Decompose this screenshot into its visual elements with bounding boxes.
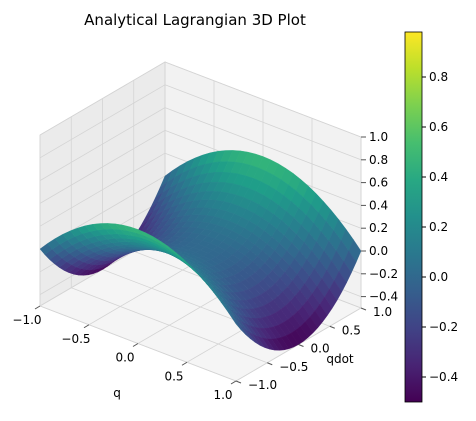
y-tick-mark <box>235 380 242 384</box>
surface-plot <box>39 150 362 351</box>
z-tick-label: 1.0 <box>369 130 388 144</box>
z-tick-label: 0.6 <box>369 176 388 190</box>
colorbar-tick-label: 0.6 <box>429 120 448 134</box>
x-tick-label: 1.0 <box>213 388 232 402</box>
x-axis-label: q <box>113 386 121 400</box>
x-tick-label: 0.5 <box>164 369 183 383</box>
y-tick-label: −0.5 <box>279 360 308 374</box>
colorbar-gradient <box>404 31 423 403</box>
x-tick-mark <box>230 380 237 385</box>
surface-patch <box>228 312 241 330</box>
back-grid-z <box>164 84 362 161</box>
left-grid-z <box>39 84 166 159</box>
left-grid-z <box>39 61 166 136</box>
x-tick-mark <box>34 305 41 310</box>
z-tick-label: −0.2 <box>369 267 398 281</box>
x-tick-mark <box>132 343 139 347</box>
axis-ticks: −1.0−0.50.00.51.0−1.0−0.50.00.51.0−0.4−0… <box>12 130 398 402</box>
colorbar-tick-label: 0.8 <box>429 70 448 84</box>
x-tick-mark <box>181 361 188 366</box>
colorbar-tick-label: 0.2 <box>429 220 448 234</box>
x-tick-label: −0.5 <box>61 332 90 346</box>
z-tick-label: 0.8 <box>369 153 388 167</box>
z-tick-label: −0.4 <box>369 290 398 304</box>
colorbar: −0.4 −0.2 0.0 0.2 0.4 0.6 0.8 <box>404 31 458 403</box>
colorbar-tick-label: −0.2 <box>429 320 458 334</box>
y-tick-mark <box>298 344 304 347</box>
x-tick-label: 0.0 <box>115 351 134 365</box>
colorbar-tick-label: −0.4 <box>429 370 458 384</box>
z-tick-label: 0.4 <box>369 198 388 212</box>
y-tick-mark <box>329 325 335 329</box>
y-tick-mark <box>360 307 367 311</box>
left-grid-z <box>39 152 166 227</box>
back-grid-z <box>164 107 362 183</box>
left-grid-z <box>39 107 166 181</box>
chart-title: Analytical Lagrangian 3D Plot <box>84 11 306 29</box>
colorbar-tick-label: 0.4 <box>429 170 448 184</box>
z-tick-label: 0.0 <box>369 244 388 258</box>
back-grid-z <box>164 61 362 138</box>
floor-grid-y <box>71 287 268 364</box>
y-axis-label: qdot <box>326 352 354 366</box>
y-tick-label: 0.0 <box>311 342 330 356</box>
left-grid-z <box>39 130 166 204</box>
x-tick-mark <box>83 324 90 329</box>
y-tick-label: 1.0 <box>373 305 392 319</box>
y-tick-mark <box>267 362 273 366</box>
y-tick-label: −1.0 <box>248 378 277 392</box>
z-tick-label: 0.2 <box>369 221 388 235</box>
y-tick-label: 0.5 <box>342 323 361 337</box>
x-tick-label: −1.0 <box>12 313 41 327</box>
colorbar-tick-label: 0.0 <box>429 270 448 284</box>
